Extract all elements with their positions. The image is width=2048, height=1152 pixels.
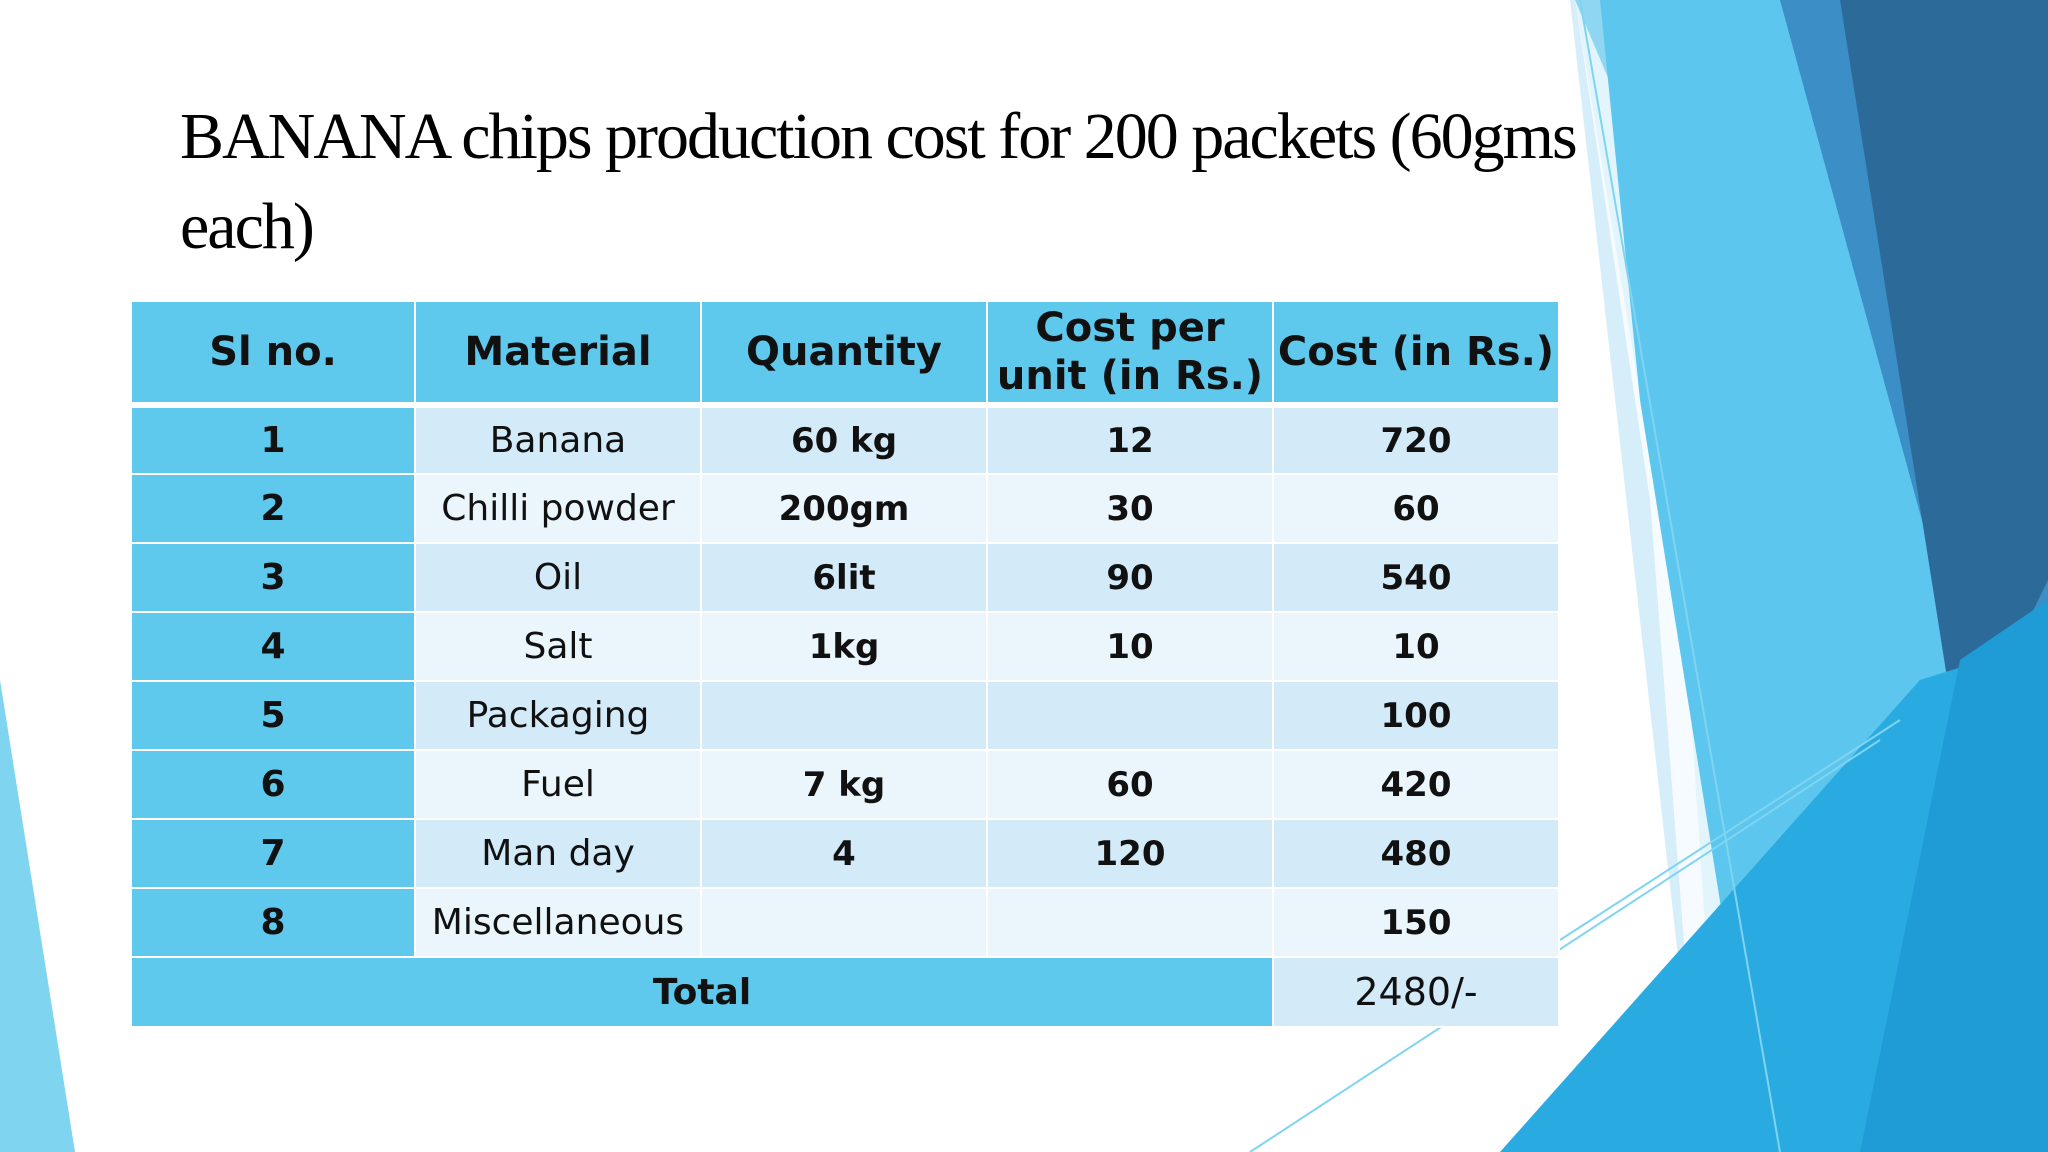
total-label: Total <box>130 956 1274 1028</box>
table-row: 3 Oil 6lit 90 540 <box>130 542 1560 613</box>
cell-sl-no: 6 <box>130 749 416 820</box>
cell-quantity <box>700 680 988 751</box>
table-row: 4 Salt 1kg 10 10 <box>130 611 1560 682</box>
table-row: 6 Fuel 7 kg 60 420 <box>130 749 1560 820</box>
deco-line-1 <box>1579 0 1781 1152</box>
cell-quantity: 60 kg <box>700 404 988 475</box>
total-row: Total 2480/- <box>130 956 1560 1028</box>
cell-sl-no: 2 <box>130 473 416 544</box>
cell-material: Fuel <box>414 749 702 820</box>
table-row: 8 Miscellaneous 150 <box>130 887 1560 958</box>
table-header-row: Sl no. Material Quantity Cost per unit (… <box>130 300 1560 408</box>
slide-title: BANANA chips production cost for 200 pac… <box>180 100 1578 263</box>
header-sl-no: Sl no. <box>130 300 416 408</box>
cell-sl-no: 3 <box>130 542 416 613</box>
cell-material: Chilli powder <box>414 473 702 544</box>
cell-cost: 540 <box>1272 542 1560 613</box>
header-material: Material <box>414 300 702 408</box>
cell-unit-cost: 90 <box>986 542 1274 613</box>
total-value: 2480/- <box>1272 956 1560 1028</box>
cell-cost: 420 <box>1272 749 1560 820</box>
cell-sl-no: 8 <box>130 887 416 958</box>
table-row: 5 Packaging 100 <box>130 680 1560 751</box>
deco-left-facet <box>0 680 75 1152</box>
cell-material: Banana <box>414 404 702 475</box>
cost-table: Sl no. Material Quantity Cost per unit (… <box>130 300 1560 1028</box>
header-cost-per-unit: Cost per unit (in Rs.) <box>986 300 1274 408</box>
cell-material: Man day <box>414 818 702 889</box>
cell-unit-cost: 60 <box>986 749 1274 820</box>
cell-material: Oil <box>414 542 702 613</box>
cell-sl-no: 7 <box>130 818 416 889</box>
cell-sl-no: 1 <box>130 404 416 475</box>
cell-cost: 150 <box>1272 887 1560 958</box>
cell-sl-no: 4 <box>130 611 416 682</box>
deco-facet-cyan-strip <box>1860 600 2048 1152</box>
cell-sl-no: 5 <box>130 680 416 751</box>
table-row: 7 Man day 4 120 480 <box>130 818 1560 889</box>
cell-unit-cost: 120 <box>986 818 1274 889</box>
cell-unit-cost: 12 <box>986 404 1274 475</box>
cell-cost: 100 <box>1272 680 1560 751</box>
deco-line-3 <box>1559 719 1901 941</box>
cell-unit-cost <box>986 680 1274 751</box>
header-quantity: Quantity <box>700 300 988 408</box>
cell-material: Packaging <box>414 680 702 751</box>
deco-line-2 <box>1249 739 1881 1152</box>
cell-quantity: 7 kg <box>700 749 988 820</box>
cell-cost: 10 <box>1272 611 1560 682</box>
cell-quantity <box>700 887 988 958</box>
deco-facet-white-wedge <box>1575 0 1760 1152</box>
cell-quantity: 6lit <box>700 542 988 613</box>
deco-facet-dark <box>1840 0 2048 760</box>
cell-material: Miscellaneous <box>414 887 702 958</box>
cell-unit-cost: 30 <box>986 473 1274 544</box>
cell-cost: 60 <box>1272 473 1560 544</box>
cell-unit-cost: 10 <box>986 611 1274 682</box>
header-cost: Cost (in Rs.) <box>1272 300 1560 408</box>
cell-quantity: 200gm <box>700 473 988 544</box>
cell-unit-cost <box>986 887 1274 958</box>
cell-cost: 720 <box>1272 404 1560 475</box>
cell-quantity: 4 <box>700 818 988 889</box>
cell-quantity: 1kg <box>700 611 988 682</box>
cell-cost: 480 <box>1272 818 1560 889</box>
cell-material: Salt <box>414 611 702 682</box>
table-row: 1 Banana 60 kg 12 720 <box>130 404 1560 475</box>
table-row: 2 Chilli powder 200gm 30 60 <box>130 473 1560 544</box>
